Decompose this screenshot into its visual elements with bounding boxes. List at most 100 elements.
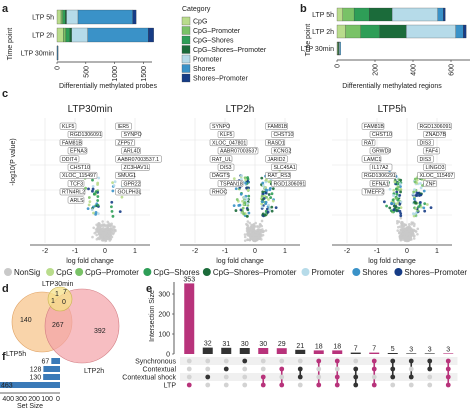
volcano-point-nonsig (95, 237, 99, 241)
set-name-label: LTP (164, 382, 177, 389)
gene-label-text: RASD1 (268, 140, 285, 146)
panel-b-category-label: LTP 2h (312, 29, 334, 36)
gene-label: SMUG1 (115, 171, 136, 179)
gene-label-box (209, 139, 248, 146)
facet-title: LTP2h (226, 104, 255, 115)
bottom-legend-label: CpG–Shores–Promoter (213, 268, 297, 277)
bottom-legend-label: Shores–Promoter (404, 268, 467, 277)
volcano-point-sig (267, 180, 271, 184)
volcano-point-nonsig (245, 222, 248, 226)
panel-a-chart: Time point LTP 5h LTP 2h LTP 30min 0 500 100… (7, 9, 157, 90)
legend-item-label: CpG–Shores–Promoter (193, 47, 267, 54)
volcano-point-sig (399, 178, 403, 182)
panel-b-bar-segment (336, 24, 346, 39)
volcano-point-nonsig (255, 233, 259, 237)
venn-val-30min-only: 1 (55, 291, 59, 298)
panel-a-ylabel: Time point (7, 28, 14, 60)
volcano-point-nonsig (258, 223, 262, 227)
volcano-point-sig (235, 198, 239, 201)
set-size-value-label: 67 (42, 358, 50, 365)
volcano-point-sig (270, 205, 274, 209)
matrix-dot-inactive (242, 382, 248, 388)
matrix-dot-inactive (186, 358, 192, 364)
gene-label-text: RHOC (212, 190, 228, 196)
volcano-point-sig (111, 181, 114, 185)
volcano-point-sig (243, 176, 247, 180)
volcano-point-sig (241, 206, 245, 210)
gene-label-box (361, 155, 382, 163)
panel-b-x-tick-label: 200 (373, 64, 380, 76)
intersection-value-label: 18 (315, 343, 323, 350)
set-size-value-label: 128 (30, 366, 42, 373)
matrix-dot-inactive (408, 382, 414, 388)
gene-label-box (369, 130, 393, 138)
intersection-bar (221, 347, 232, 354)
legend-item-label: Promoter (193, 57, 222, 64)
panel-c-xlabel-3: log fold change (368, 258, 416, 265)
intersection-value-label: 3 (446, 346, 450, 353)
gene-label: DDIT4 (59, 155, 80, 163)
gene-label-text: SYNPO (124, 132, 142, 138)
panel-b-category-label: LTP 30min (301, 46, 334, 53)
gene-label-text: FAM81B (62, 140, 82, 146)
volcano-point-sig (389, 209, 393, 213)
panel-b-bar-segment (443, 7, 446, 22)
matrix-dot-inactive (260, 358, 266, 364)
gene-label-box (417, 171, 455, 179)
volcano-point-nonsig (109, 237, 113, 241)
volcano-point-sig (263, 213, 267, 217)
bottom-legend-swatch (4, 268, 12, 276)
intersection-bar (313, 350, 324, 354)
legend-item-label: Shores (193, 66, 216, 73)
volcano-point-sig (261, 181, 265, 185)
volcano-point-nonsig (110, 231, 114, 235)
volcano-point-sig (423, 202, 427, 206)
volcano-point-sig (87, 203, 91, 207)
panel-d-venn: LTP30min LTP5h LTP2h 1 7 1 0 140 267 392 (6, 281, 120, 375)
matrix-dot-inactive (186, 366, 192, 372)
volcano-point-nonsig (100, 234, 103, 238)
matrix-dot-active (371, 382, 377, 388)
gene-label-text: DIS3 (420, 140, 432, 146)
volcano-point-nonsig (256, 225, 260, 228)
volcano-point-sig (234, 187, 238, 191)
volcano-point-sig (232, 204, 236, 208)
matrix-dot-active (427, 366, 433, 372)
volcano-point-sig (113, 180, 117, 184)
gene-label-box (121, 147, 141, 155)
panel-label-b: b (300, 3, 307, 15)
matrix-dot-active (316, 382, 322, 388)
gene-label: KLF5 (217, 130, 235, 138)
volcano-point-sig (415, 178, 419, 182)
volcano-point-sig (245, 197, 249, 201)
gene-label-box (217, 147, 259, 155)
volcano-point-nonsig (396, 221, 399, 225)
volcano-facet: LTP5h FAM81B RGD1306091 CHST10 ZNAD7B RAT DIS3… (332, 104, 455, 255)
volcano-point-nonsig (253, 239, 257, 242)
legend-swatch (181, 45, 191, 54)
matrix-dot-active (260, 374, 266, 380)
matrix-dot-inactive (223, 374, 229, 380)
volcano-point-nonsig (99, 229, 103, 233)
facet-x-tick-label: -2 (344, 248, 350, 255)
gene-label-text: ARLS (70, 198, 84, 204)
matrix-dot-inactive (353, 358, 359, 364)
intersection-bar (369, 352, 380, 354)
volcano-point-sig (261, 192, 265, 196)
panel-b-x-tick-label: 0 (335, 64, 342, 68)
gene-label-box (417, 155, 434, 163)
gene-label-box (67, 180, 85, 187)
gene-label-box (59, 155, 80, 163)
facet-x-tick-label: -1 (374, 248, 380, 255)
panel-b-bar-segment (455, 24, 464, 39)
volcano-point-sig (239, 192, 243, 196)
bottom-legend-swatch (202, 268, 211, 276)
volcano-point-sig (260, 194, 264, 198)
set-size-value-label: 130 (29, 374, 41, 381)
panel-a-bar-segment (148, 27, 154, 43)
volcano-point-sig (96, 203, 100, 207)
volcano-point-nonsig (253, 233, 257, 237)
panel-a-bar-segment (69, 27, 72, 43)
panel-a-bar-segment (62, 9, 66, 25)
